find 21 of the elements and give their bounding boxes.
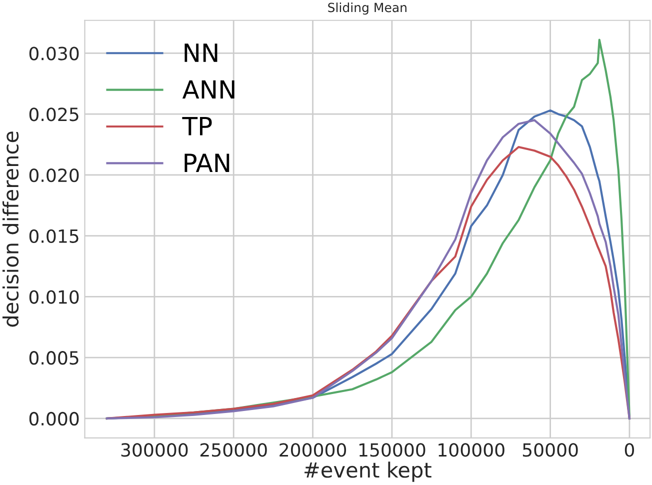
y-tick-label: 0.030 (29, 46, 79, 60)
x-tick-label: 250000 (200, 443, 267, 457)
x-tick-label: 50000 (522, 443, 578, 457)
x-tick-label: 300000 (121, 443, 188, 457)
x-tick-label: 150000 (359, 443, 426, 457)
y-axis-title: decision difference (2, 132, 19, 327)
chart-title: Sliding Mean (328, 2, 406, 15)
y-tick-label: 0.025 (29, 108, 78, 122)
y-tick-label: 0.015 (29, 229, 78, 243)
x-tick-label: 200000 (280, 443, 346, 457)
legend-label: PAN (184, 154, 230, 172)
x-tick-label: 100000 (438, 443, 504, 457)
legend-label: TP (182, 117, 212, 136)
y-tick-label: 0.010 (29, 290, 79, 304)
y-tick-label: 0.000 (29, 412, 79, 426)
y-tick-label: 0.020 (29, 168, 79, 182)
y-tick-label: 0.005 (29, 351, 78, 365)
legend-label: NN (184, 44, 218, 62)
x-axis-title: #event kept (304, 462, 432, 482)
legend-label: ANN (182, 80, 234, 99)
x-tick-label: 0 (624, 443, 634, 457)
